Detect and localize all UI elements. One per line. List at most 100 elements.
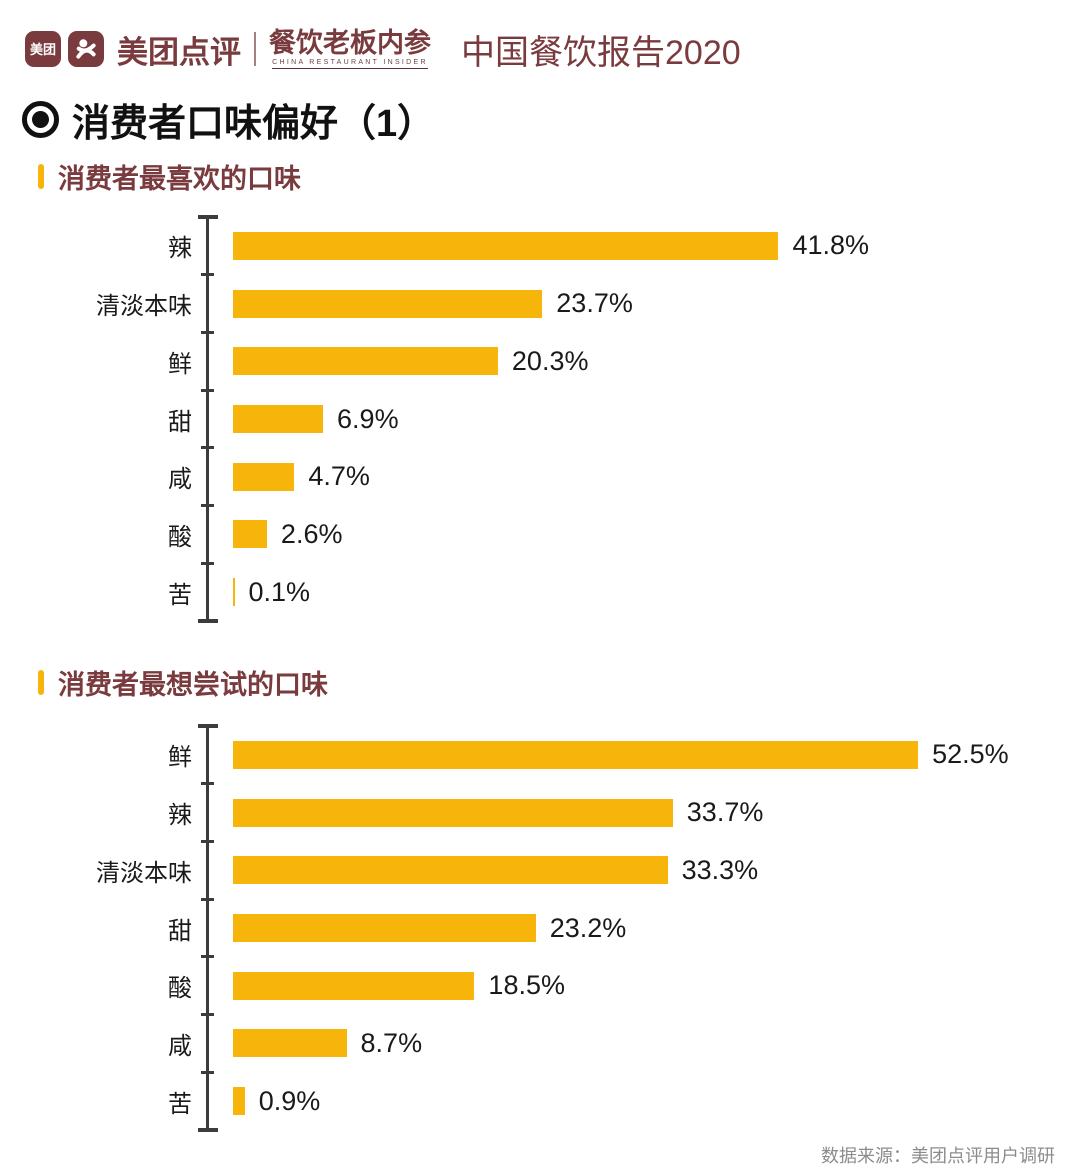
section-title-text: 消费者最想尝试的口味 xyxy=(58,670,328,700)
axis-tick xyxy=(201,446,214,450)
bar-wrap: 23.2% xyxy=(233,913,626,944)
value-label: 8.7% xyxy=(360,1027,423,1058)
bar xyxy=(233,578,235,607)
bar-wrap: 23.7% xyxy=(233,288,633,319)
bar-wrap: 4.7% xyxy=(233,461,370,492)
header-divider xyxy=(254,32,256,66)
partner-logo: 餐饮老板内参 CHINA RESTAURANT INSIDER xyxy=(269,27,431,70)
chart-row: 咸 8.7% xyxy=(0,1015,1067,1073)
bullseye-dot xyxy=(32,111,49,128)
axis-tick xyxy=(201,839,214,843)
bar-wrap: 41.8% xyxy=(233,230,869,261)
chart-row: 甜 23.2% xyxy=(0,899,1067,957)
chart-row: 苦 0.9% xyxy=(0,1072,1067,1130)
bar xyxy=(233,798,673,827)
value-label: 33.7% xyxy=(686,797,764,828)
bar xyxy=(233,347,498,376)
category-label: 咸 xyxy=(168,466,192,494)
bar xyxy=(233,231,779,260)
axis-tick xyxy=(197,619,218,623)
bar xyxy=(233,1029,347,1058)
favorite-flavors-chart: 辣 41.8% 清淡本味 23.7% 鲜 20.3% 甜 6.9% 咸 4.7% 酸 2.6% 苦 0.1… xyxy=(0,215,1067,623)
chart-row: 鲜 20.3% xyxy=(0,332,1067,390)
meituan-logo-icon: 美团 xyxy=(25,31,61,67)
category-label: 咸 xyxy=(168,1032,192,1060)
want-to-try-flavors-chart: 鲜 52.5% 辣 33.7% 清淡本味 33.3% 甜 23.2% 酸 18.5% 咸 8.7% 苦 0… xyxy=(0,724,1067,1132)
y-axis xyxy=(206,726,209,1130)
axis-tick xyxy=(201,330,214,334)
axis-tick xyxy=(197,724,218,728)
category-label: 苦 xyxy=(168,1090,192,1118)
bar-wrap: 8.7% xyxy=(233,1028,422,1059)
category-label: 苦 xyxy=(168,581,192,609)
value-label: 23.2% xyxy=(549,912,627,943)
bar-wrap: 6.9% xyxy=(233,404,399,435)
axis-tick xyxy=(201,897,214,901)
chart-row: 辣 41.8% xyxy=(0,217,1067,275)
category-label: 清淡本味 xyxy=(96,859,192,887)
y-axis xyxy=(206,217,209,621)
category-label: 酸 xyxy=(168,975,192,1003)
value-label: 2.6% xyxy=(280,518,343,549)
category-label: 辣 xyxy=(168,235,192,263)
bar-wrap: 33.7% xyxy=(233,797,763,828)
bar xyxy=(233,1087,245,1116)
value-label: 6.9% xyxy=(337,403,399,434)
bar xyxy=(233,971,475,1000)
chart-rows: 鲜 52.5% 辣 33.7% 清淡本味 33.3% 甜 23.2% 酸 18.5% 咸 8.7% 苦 0… xyxy=(0,726,1067,1130)
bar xyxy=(233,462,295,491)
category-label: 甜 xyxy=(168,408,192,436)
axis-tick xyxy=(201,1070,214,1074)
value-label: 4.7% xyxy=(308,461,370,492)
bullseye-icon xyxy=(22,101,59,138)
axis-tick xyxy=(201,1013,214,1017)
chart-row: 鲜 52.5% xyxy=(0,726,1067,784)
value-label: 0.9% xyxy=(258,1085,321,1116)
chart-row: 苦 0.1% xyxy=(0,563,1067,621)
page-title-row: 消费者口味偏好（1） xyxy=(22,92,435,147)
chart-row: 甜 6.9% xyxy=(0,390,1067,448)
axis-tick xyxy=(201,561,214,565)
value-label: 23.7% xyxy=(556,288,633,319)
report-title: 中国餐饮报告2020 xyxy=(461,33,741,72)
axis-tick xyxy=(201,504,214,508)
bar-wrap: 18.5% xyxy=(233,970,565,1001)
bar-wrap: 52.5% xyxy=(233,739,1009,770)
partner-name: 餐饮老板内参 xyxy=(269,27,431,58)
category-label: 辣 xyxy=(168,802,192,830)
header: 美团 美团点评 餐饮老板内参 CHINA RESTAURANT INSIDER … xyxy=(25,27,741,72)
axis-tick xyxy=(197,215,218,219)
bar-wrap: 33.3% xyxy=(233,855,758,886)
value-label: 0.1% xyxy=(248,576,311,607)
section-title-text: 消费者最喜欢的口味 xyxy=(58,164,301,194)
bar xyxy=(233,740,919,769)
bar xyxy=(233,405,324,434)
bar xyxy=(233,914,536,943)
bar-wrap: 0.9% xyxy=(233,1086,320,1117)
chart-rows: 辣 41.8% 清淡本味 23.7% 鲜 20.3% 甜 6.9% 咸 4.7% 酸 2.6% 苦 0.1… xyxy=(0,217,1067,621)
category-label: 鲜 xyxy=(168,350,192,378)
meituan-logo-text: 美团 xyxy=(29,41,56,57)
axis-tick xyxy=(201,273,214,277)
value-label: 41.8% xyxy=(792,230,870,261)
axis-tick xyxy=(197,1128,218,1132)
section-marker-icon xyxy=(38,670,44,695)
value-label: 20.3% xyxy=(511,345,589,376)
chart-row: 咸 4.7% xyxy=(0,448,1067,506)
data-source-note: 数据来源：美团点评用户调研 xyxy=(821,1146,1055,1166)
chart-row: 酸 2.6% xyxy=(0,506,1067,564)
bar-wrap: 2.6% xyxy=(233,519,342,550)
category-label: 清淡本味 xyxy=(96,293,192,321)
value-label: 18.5% xyxy=(488,970,565,1001)
partner-subtitle: CHINA RESTAURANT INSIDER xyxy=(272,59,428,70)
section-marker-icon xyxy=(38,164,44,189)
bar-wrap: 20.3% xyxy=(233,346,588,377)
page-title: 消费者口味偏好（1） xyxy=(72,103,436,145)
bar xyxy=(233,856,668,885)
section-title-want-to-try-flavors: 消费者最想尝试的口味 xyxy=(38,663,328,702)
category-label: 酸 xyxy=(168,523,192,551)
chart-row: 酸 18.5% xyxy=(0,957,1067,1015)
chart-row: 辣 33.7% xyxy=(0,784,1067,842)
axis-tick xyxy=(201,388,214,392)
